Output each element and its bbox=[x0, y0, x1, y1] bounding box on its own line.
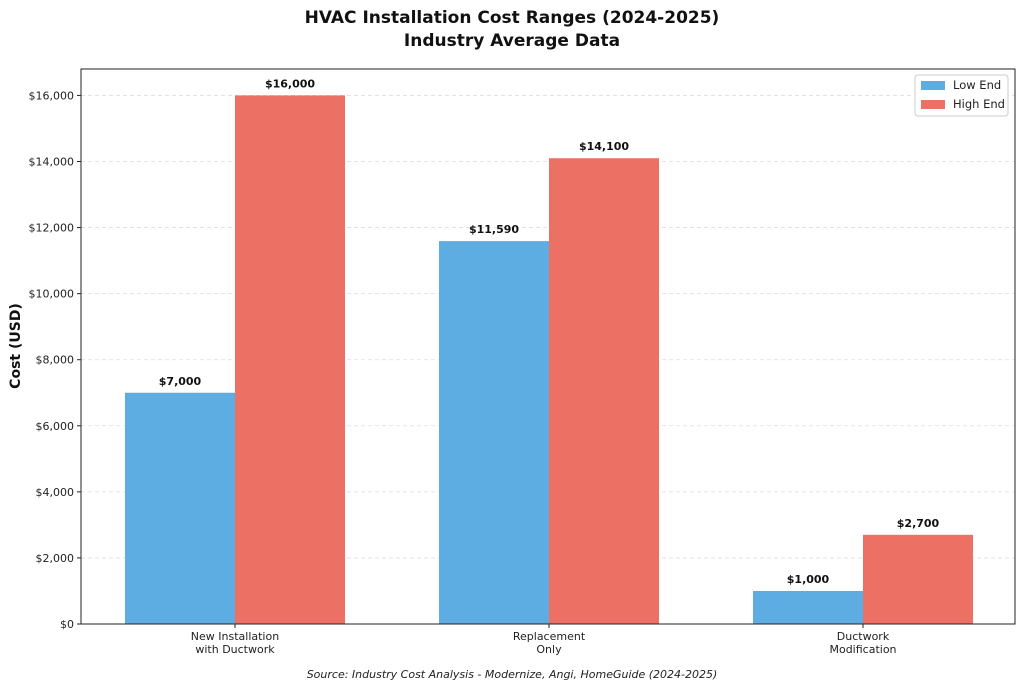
x-tick-label: Only bbox=[536, 643, 562, 656]
bar-low-end bbox=[439, 241, 549, 624]
bar-high-end bbox=[235, 95, 345, 624]
plot-frame bbox=[80, 68, 1016, 625]
y-tick-label: $2,000 bbox=[36, 552, 75, 565]
bar-low-end bbox=[125, 392, 235, 624]
bar-high-end bbox=[863, 534, 973, 624]
legend-swatch bbox=[921, 81, 945, 90]
data-label: $2,700 bbox=[897, 517, 940, 530]
data-label: $1,000 bbox=[787, 573, 830, 586]
y-tick-label: $8,000 bbox=[36, 354, 75, 367]
chart-title: HVAC Installation Cost Ranges (2024-2025… bbox=[305, 8, 720, 28]
y-axis-label: Cost (USD) bbox=[8, 303, 24, 389]
data-label: $11,590 bbox=[469, 223, 519, 236]
x-tick-label: Replacement bbox=[513, 630, 586, 643]
y-tick-label: $0 bbox=[60, 618, 74, 631]
y-axis: $0 $2,000 $4,000 $6,000 $8,000 $10,000 $12,000… bbox=[29, 89, 81, 631]
bars: $7,000 $11,590 $1,000 $16,000 $14,100 $2,700 bbox=[125, 77, 973, 625]
bar-high-end bbox=[549, 158, 659, 625]
legend: Low End High End bbox=[914, 74, 1009, 117]
x-tick-label: Ductwork bbox=[837, 630, 890, 643]
chart-subtitle: Industry Average Data bbox=[404, 31, 620, 51]
x-tick-label: with Ductwork bbox=[195, 643, 275, 656]
y-tick-label: $4,000 bbox=[36, 486, 75, 499]
x-tick-label: Modification bbox=[829, 643, 896, 656]
legend-label: Low End bbox=[953, 78, 1001, 92]
y-tick-label: $14,000 bbox=[29, 156, 75, 169]
y-tick-label: $12,000 bbox=[29, 222, 75, 235]
data-label: $7,000 bbox=[159, 375, 202, 388]
legend-label: High End bbox=[953, 97, 1005, 111]
source-annotation: Source: Industry Cost Analysis - Moderni… bbox=[307, 668, 718, 681]
y-tick-label: $10,000 bbox=[29, 288, 75, 301]
y-tick-label: $6,000 bbox=[36, 420, 75, 433]
legend-swatch bbox=[921, 100, 945, 109]
bar-low-end bbox=[753, 590, 863, 624]
y-tick-label: $16,000 bbox=[29, 89, 75, 102]
x-tick-label: New Installation bbox=[191, 630, 279, 643]
data-label: $16,000 bbox=[265, 77, 315, 90]
data-label: $14,100 bbox=[579, 140, 629, 153]
